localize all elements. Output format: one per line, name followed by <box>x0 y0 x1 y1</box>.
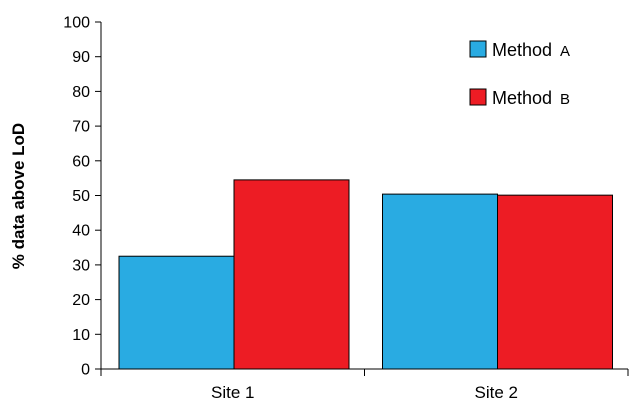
bar-method-a-1 <box>118 255 235 370</box>
plot-area: 0 10 20 30 40 50 60 70 80 90 100 Site 1 Site 2 <box>63 15 629 402</box>
y-tick-label: 20 <box>72 292 90 309</box>
y-tick-label: 80 <box>72 84 90 101</box>
y-tick-label: 90 <box>72 49 90 66</box>
x-category-label: Site 1 <box>211 383 254 402</box>
legend-swatch-method-a <box>469 40 487 58</box>
legend: Method A Method B <box>469 40 570 108</box>
y-tick-label: 0 <box>81 362 90 379</box>
legend-swatch-method-b <box>469 88 487 106</box>
y-tick-label: 100 <box>63 15 90 32</box>
y-axis-title: % data above LoD <box>9 123 28 269</box>
y-tick-label: 60 <box>72 153 90 170</box>
y-tick-label: 70 <box>72 119 90 136</box>
legend-label-method-b: Method B <box>492 88 570 108</box>
y-tick-label: 40 <box>72 223 90 240</box>
bar-method-b-1 <box>233 179 350 370</box>
legend-label-method-a: Method A <box>492 40 570 60</box>
x-category-label: Site 2 <box>475 383 518 402</box>
y-tick-label: 30 <box>72 257 90 274</box>
y-tick-label: 10 <box>72 327 90 344</box>
y-tick-label: 50 <box>72 188 90 205</box>
bar-method-a-2 <box>382 193 498 370</box>
bar-method-b-2 <box>497 194 613 370</box>
